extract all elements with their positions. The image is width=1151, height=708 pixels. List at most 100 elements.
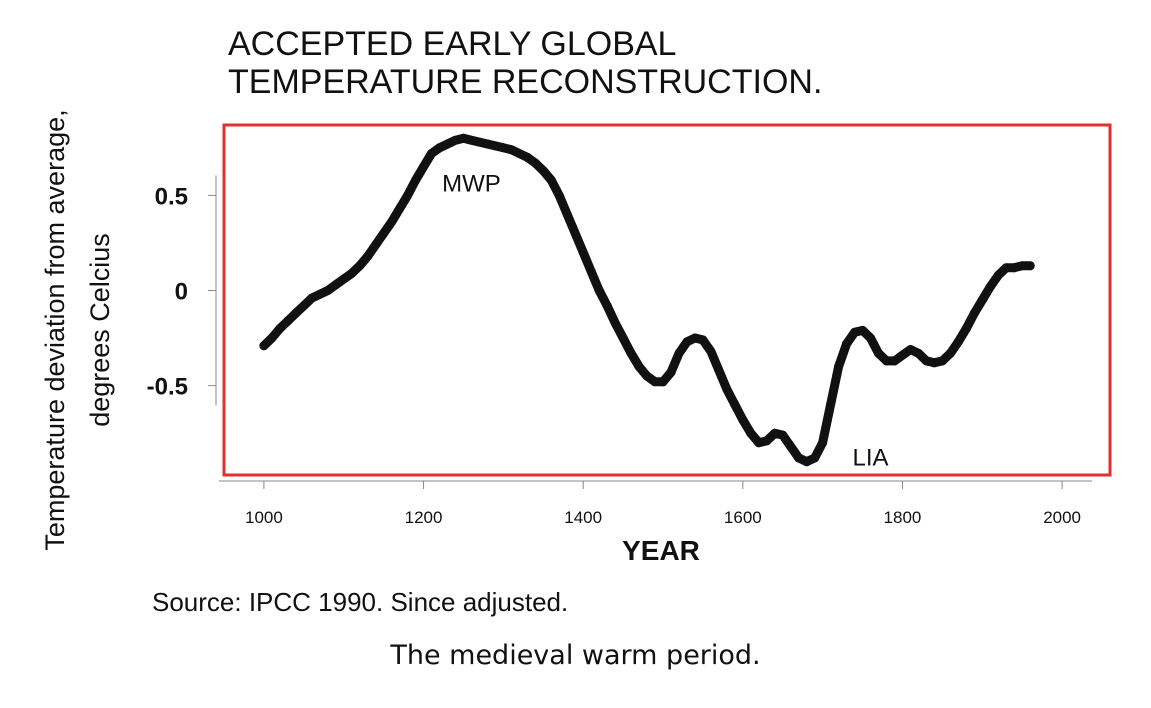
- data-point: [267, 333, 277, 343]
- data-point: [866, 333, 875, 343]
- data-point: [898, 350, 907, 360]
- data-point: [363, 251, 373, 261]
- data-point: [291, 308, 301, 318]
- data-point: [514, 149, 524, 158]
- y-axis-label: Temperature deviation from average, degr…: [40, 109, 115, 550]
- data-point: [554, 190, 564, 200]
- x-axis-label: YEAR: [622, 535, 700, 566]
- data-point: [387, 217, 397, 227]
- data-point: [602, 301, 612, 311]
- data-point: [953, 337, 963, 347]
- data-point: [570, 228, 580, 238]
- data-point: [714, 365, 724, 375]
- data-point: [810, 453, 820, 463]
- data-point: [874, 348, 883, 358]
- data-point: [682, 337, 692, 347]
- data-point: [259, 341, 269, 351]
- data-point: [698, 335, 708, 345]
- data-point: [754, 438, 764, 448]
- data-point: [1017, 261, 1027, 271]
- data-point: [722, 384, 732, 394]
- data-point: [1001, 263, 1011, 273]
- data-point: [530, 158, 540, 168]
- data-point: [371, 240, 381, 250]
- data-point: [490, 141, 500, 151]
- x-tick-label: 1600: [724, 508, 762, 527]
- annotations: MWP LIA: [442, 171, 888, 472]
- data-point: [945, 348, 955, 358]
- data-point: [435, 143, 444, 153]
- data-point: [275, 324, 285, 333]
- data-point: [610, 318, 620, 328]
- data-point: [890, 356, 899, 366]
- figure-caption: The medieval warm period.: [390, 640, 761, 671]
- chart-title-line-1: ACCEPTED EARLY GLOBAL: [228, 25, 676, 63]
- data-point: [882, 356, 891, 366]
- data-point: [634, 362, 644, 372]
- data-point: [730, 400, 740, 410]
- data-point: [578, 247, 588, 257]
- y-axis-label-line-2: degrees Celcius: [85, 233, 115, 427]
- x-tick-label: 2000: [1043, 508, 1081, 527]
- data-point: [538, 166, 548, 176]
- data-point: [522, 152, 532, 162]
- y-axis-label-line-1: Temperature deviation from average,: [40, 109, 70, 550]
- axes: 1000 1200 1400 1600 1800 2000 0.5 0 -0.5: [147, 175, 1093, 527]
- data-point: [1025, 261, 1035, 271]
- data-point: [826, 400, 836, 410]
- data-point: [626, 348, 636, 358]
- data-point: [786, 442, 796, 451]
- data-point: [834, 362, 844, 372]
- data-point: [474, 137, 484, 147]
- data-point: [818, 438, 828, 448]
- data-point: [690, 333, 700, 343]
- annotation-lia: LIA: [853, 444, 889, 471]
- data-point: [969, 308, 979, 318]
- y-tick-label: 0: [175, 278, 188, 305]
- data-point: [307, 293, 317, 303]
- data-point: [403, 190, 413, 200]
- data-point: [794, 453, 804, 463]
- data-point: [985, 282, 995, 292]
- data-point: [929, 358, 939, 368]
- data-point: [642, 371, 652, 381]
- data-point: [395, 204, 405, 214]
- data-point: [1009, 263, 1019, 273]
- data-point: [961, 324, 971, 333]
- data-point: [443, 139, 452, 149]
- data-point: [411, 175, 421, 185]
- x-tick-label: 1800: [884, 508, 922, 527]
- data-point: [419, 162, 428, 172]
- data-point: [906, 345, 915, 354]
- data-point: [913, 348, 923, 358]
- data-point: [842, 339, 852, 349]
- data-point: [546, 175, 556, 185]
- x-tick-label: 1400: [564, 508, 602, 527]
- data-point: [937, 356, 947, 366]
- data-point: [451, 135, 460, 145]
- x-tick-label: 1200: [405, 508, 443, 527]
- data-point: [586, 267, 596, 276]
- data-point: [323, 286, 333, 295]
- data-point: [738, 415, 748, 425]
- data-point: [658, 377, 668, 387]
- data-point: [770, 428, 780, 438]
- data-point: [746, 428, 756, 438]
- source-note: Source: IPCC 1990. Since adjusted.: [152, 587, 568, 617]
- series-line: [259, 133, 1035, 467]
- data-point: [347, 268, 357, 278]
- data-point: [706, 346, 716, 356]
- data-point: [331, 280, 341, 290]
- data-point: [299, 301, 309, 311]
- data-point: [562, 209, 572, 219]
- data-point: [666, 367, 676, 377]
- data-point: [506, 145, 516, 155]
- data-point: [977, 295, 987, 305]
- series-layer: [259, 133, 1035, 467]
- annotation-mwp: MWP: [442, 171, 501, 198]
- data-point: [650, 377, 660, 387]
- data-point: [778, 430, 788, 440]
- chart-title-line-2: TEMPERATURE RECONSTRUCTION.: [228, 63, 822, 101]
- data-point: [921, 356, 931, 366]
